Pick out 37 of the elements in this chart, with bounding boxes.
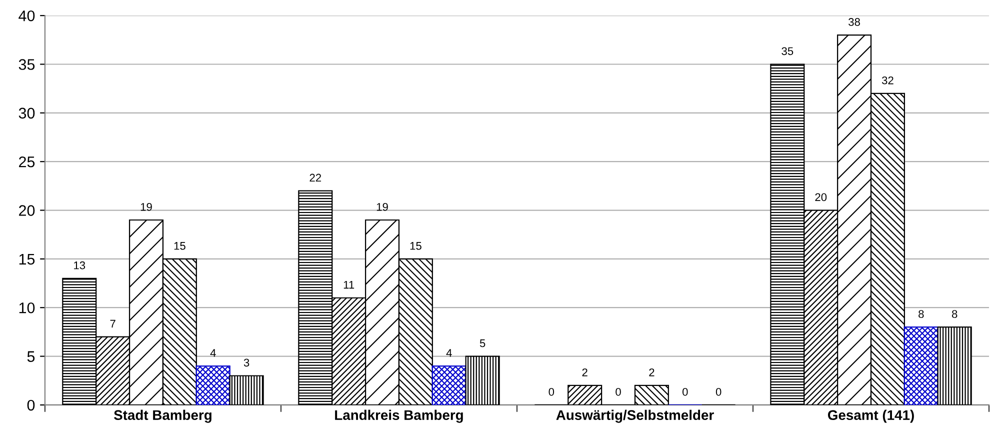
y-tick-label: 0: [27, 400, 35, 411]
x-tick-label: Landkreis Bamberg: [335, 410, 463, 423]
data-label: 19: [376, 202, 388, 211]
data-label: 3: [244, 358, 250, 367]
data-label: 32: [882, 76, 894, 84]
data-label: 0: [616, 388, 621, 396]
data-label: 8: [918, 310, 924, 318]
data-label: 0: [716, 388, 722, 396]
data-label: 0: [548, 388, 554, 396]
data-label: 7: [110, 320, 116, 328]
y-tick-label: 30: [18, 108, 35, 119]
data-label: 15: [174, 242, 186, 250]
x-tick-label: Gesamt (141): [828, 410, 914, 423]
data-label: 15: [410, 242, 422, 250]
y-tick-label: 25: [19, 156, 35, 168]
y-tick-label: 10: [19, 302, 35, 314]
data-label: 5: [480, 339, 486, 348]
x-tick-label: Auswärtig/Selbstmelder: [556, 410, 714, 423]
y-tick-label: 5: [27, 351, 35, 362]
x-tick-label: Stadt Bamberg: [114, 410, 212, 423]
y-tick-label: 15: [19, 254, 35, 265]
data-label: 8: [952, 310, 958, 318]
data-label: 20: [815, 193, 827, 202]
data-label: 11: [344, 280, 354, 289]
data-label: 13: [74, 261, 86, 270]
data-label: 35: [782, 47, 794, 56]
data-label: 38: [848, 18, 860, 26]
y-tick-label: 20: [19, 205, 35, 216]
data-label: 19: [140, 202, 152, 211]
data-label: 4: [446, 349, 452, 357]
y-tick-label: 35: [18, 59, 35, 70]
data-label: 0: [682, 388, 688, 396]
data-label: 2: [649, 368, 654, 376]
data-label: 4: [210, 349, 216, 357]
data-label: 2: [582, 368, 588, 376]
y-tick-label: 40: [18, 10, 35, 22]
data-label: 22: [310, 174, 322, 182]
